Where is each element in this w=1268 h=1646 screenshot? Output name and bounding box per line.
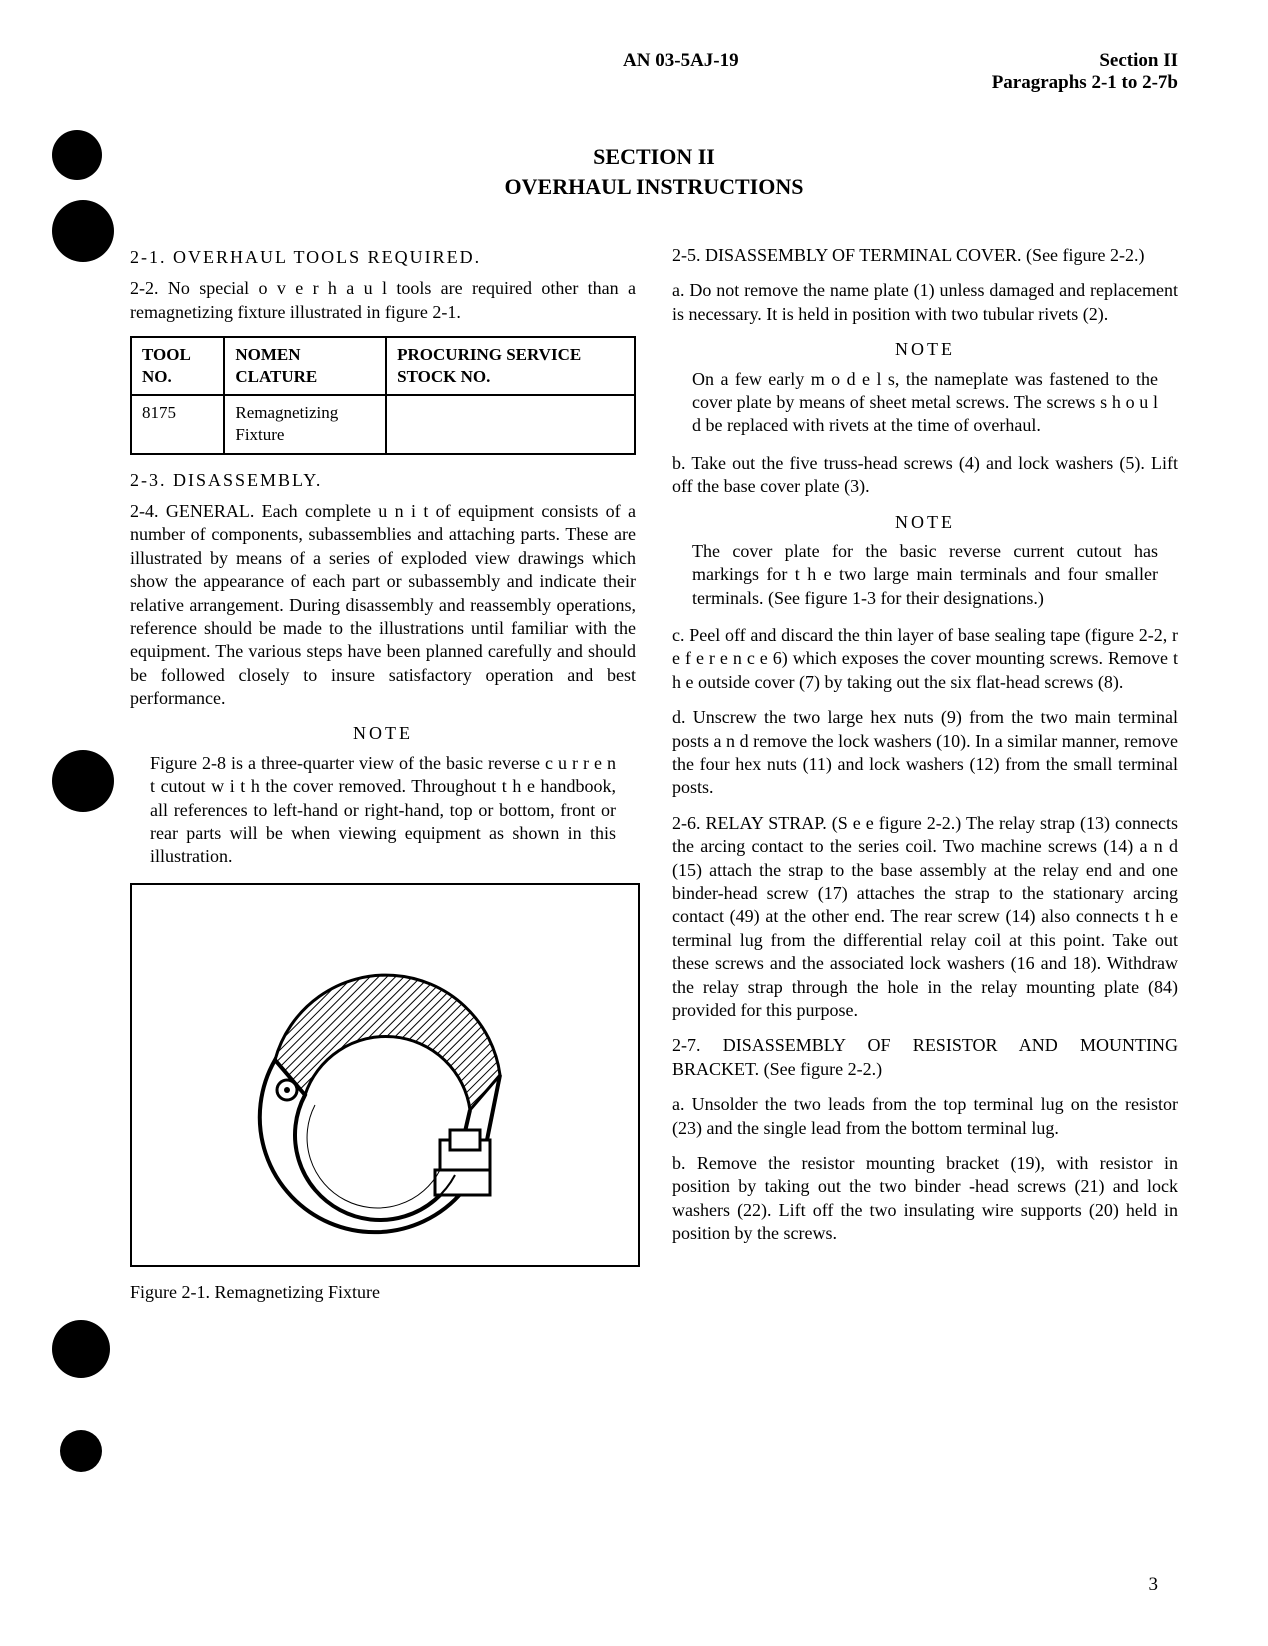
binder-hole-icon — [52, 130, 102, 180]
section-subtitle: OVERHAUL INSTRUCTIONS — [130, 174, 1178, 200]
table-header-row: TOOL NO. NOMEN CLATURE PROCURING SERVICE… — [131, 337, 635, 395]
table-row: 8175 Remagnetizing Fixture — [131, 395, 635, 453]
table-header-cell: TOOL NO. — [131, 337, 224, 395]
para-2-5-head: 2-5. DISASSEMBLY OF TERMINAL COVER. (See… — [672, 244, 1178, 267]
header-doc-id: AN 03-5AJ-19 — [370, 50, 992, 94]
para-2-7-head: 2-7. DISASSEMBLY OF RESISTOR AND MOUNTIN… — [672, 1034, 1178, 1081]
para-2-7a: a. Unsolder the two leads from the top t… — [672, 1093, 1178, 1140]
header-paragraphs: Paragraphs 2-1 to 2-7b — [992, 72, 1178, 94]
section-title: SECTION II — [130, 144, 1178, 170]
tool-table: TOOL NO. NOMEN CLATURE PROCURING SERVICE… — [130, 336, 636, 454]
binder-hole-icon — [52, 1320, 110, 1378]
left-column: 2-1. OVERHAUL TOOLS REQUIRED. 2-2. No sp… — [130, 236, 636, 1304]
table-cell: 8175 — [131, 395, 224, 453]
note-body: The cover plate for the basic reverse cu… — [692, 540, 1158, 610]
note-label: NOTE — [130, 722, 636, 745]
table-header-cell: NOMEN CLATURE — [224, 337, 386, 395]
table-cell: Remagnetizing Fixture — [224, 395, 386, 453]
note-body: On a few early m o d e l s, the nameplat… — [692, 368, 1158, 438]
para-2-4: 2-4. GENERAL. Each complete u n i t of e… — [130, 500, 636, 711]
document-page: AN 03-5AJ-19 Section II Paragraphs 2-1 t… — [0, 0, 1268, 1646]
binder-hole-icon — [52, 750, 114, 812]
right-column: 2-5. DISASSEMBLY OF TERMINAL COVER. (See… — [672, 236, 1178, 1304]
binder-hole-icon — [52, 200, 114, 262]
header-section: Section II — [992, 50, 1178, 72]
page-header: AN 03-5AJ-19 Section II Paragraphs 2-1 t… — [130, 50, 1178, 94]
para-2-6: 2-6. RELAY STRAP. (S e e figure 2-2.) Th… — [672, 812, 1178, 1023]
para-2-2: 2-2. No special o v e r h a u l tools ar… — [130, 277, 636, 324]
table-header-cell: PROCURING SERVICE STOCK NO. — [386, 337, 635, 395]
para-2-5d: d. Unscrew the two large hex nuts (9) fr… — [672, 706, 1178, 800]
figure-caption: Figure 2-1. Remagnetizing Fixture — [130, 1281, 636, 1304]
para-2-1-head: 2-1. OVERHAUL TOOLS REQUIRED. — [130, 246, 636, 269]
para-2-5b: b. Take out the five truss-head screws (… — [672, 452, 1178, 499]
para-2-5a: a. Do not remove the name plate (1) unle… — [672, 279, 1178, 326]
remagnetizing-fixture-icon — [132, 885, 638, 1265]
para-2-7b: b. Remove the resistor mounting bracket … — [672, 1152, 1178, 1246]
header-section-info: Section II Paragraphs 2-1 to 2-7b — [992, 50, 1178, 94]
figure-2-1 — [130, 883, 640, 1267]
binder-hole-icon — [60, 1430, 102, 1472]
note-body: Figure 2-8 is a three-quarter view of th… — [150, 752, 616, 869]
para-2-5c: c. Peel off and discard the thin layer o… — [672, 624, 1178, 694]
note-label: NOTE — [672, 511, 1178, 534]
note-label: NOTE — [672, 338, 1178, 361]
table-cell — [386, 395, 635, 453]
page-number: 3 — [1149, 1574, 1159, 1596]
content-columns: 2-1. OVERHAUL TOOLS REQUIRED. 2-2. No sp… — [130, 236, 1178, 1304]
para-2-3-head: 2-3. DISASSEMBLY. — [130, 469, 636, 492]
